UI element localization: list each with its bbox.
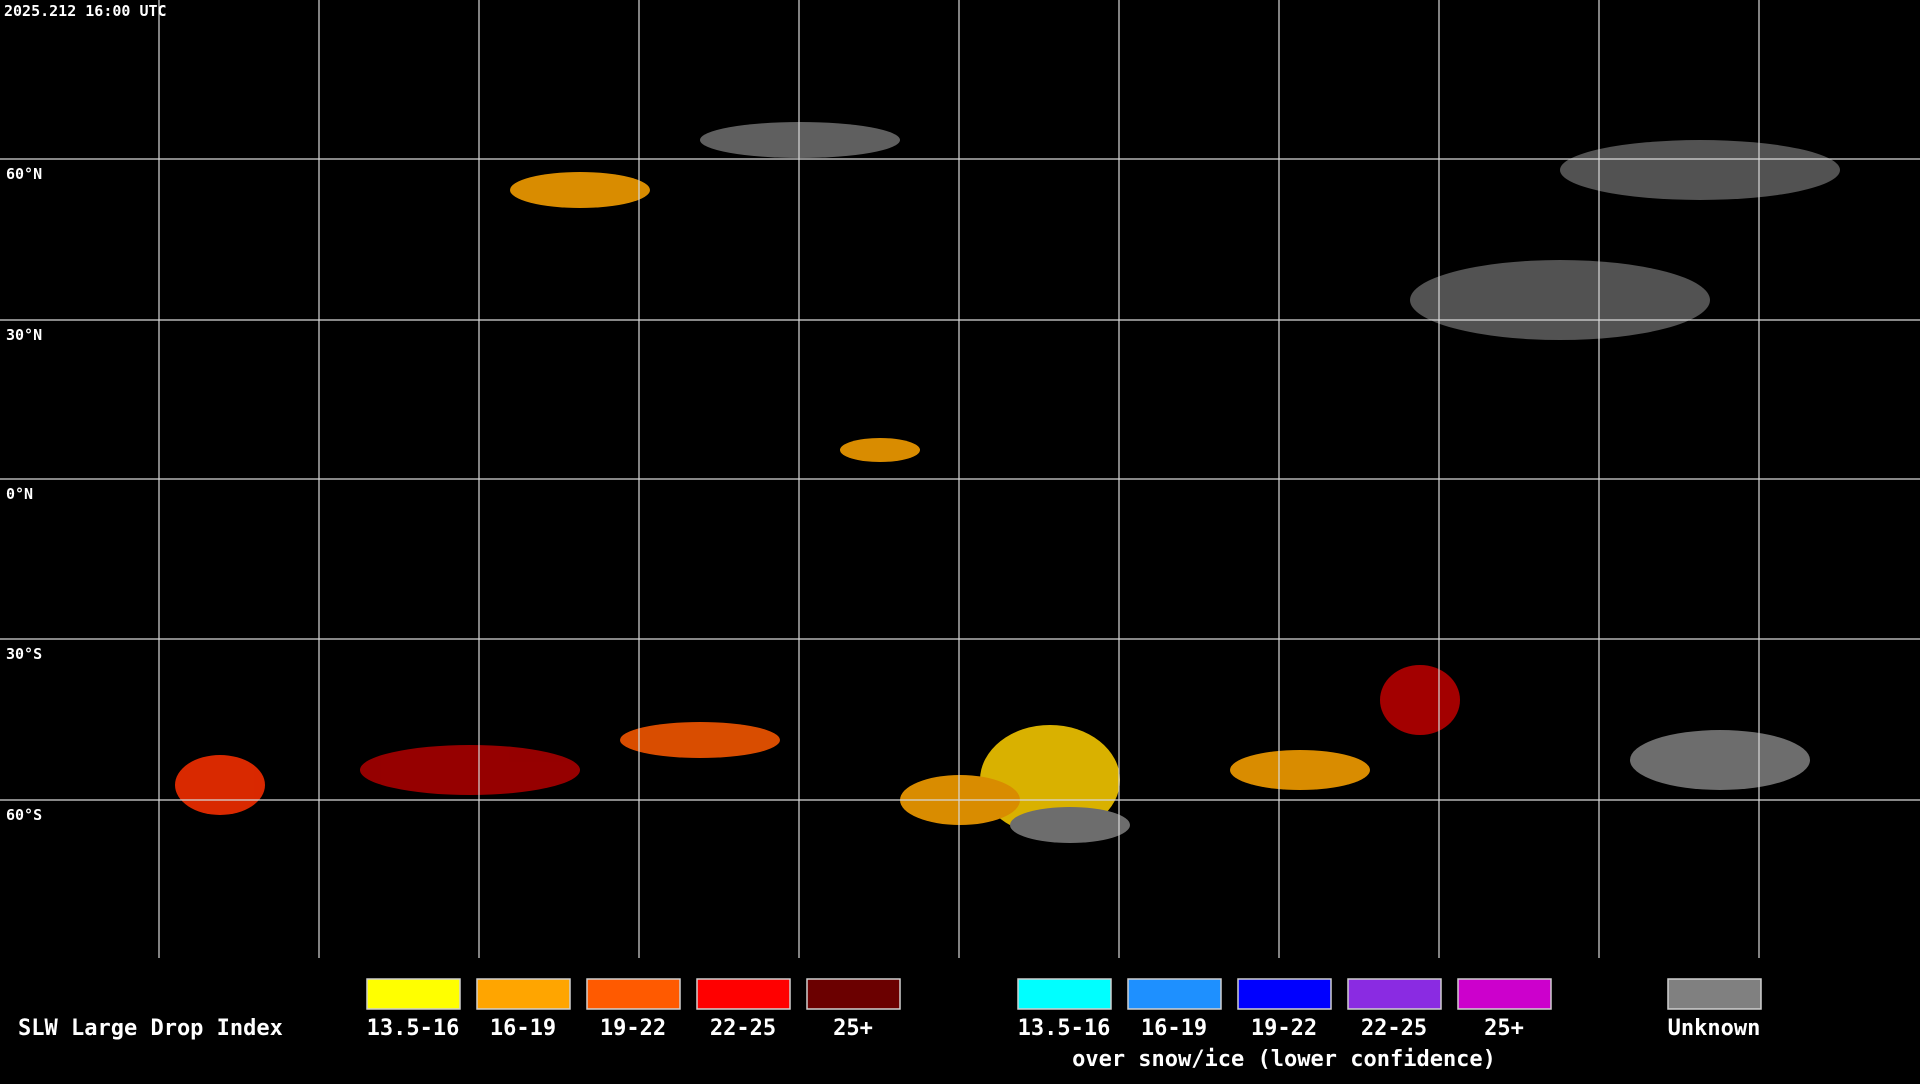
timestamp: 2025.212 16:00 UTC [4, 2, 167, 20]
legend-swatch [586, 978, 681, 1010]
legend-caption: over snow/ice (lower confidence) [1072, 1047, 1496, 1072]
legend-label: 25+ [833, 1016, 873, 1041]
latitude-label: 0°N [6, 485, 33, 503]
latitude-label: 60°N [6, 165, 42, 183]
latitude-label: 30°S [6, 645, 42, 663]
legend-label: 25+ [1484, 1016, 1524, 1041]
legend-swatch [1127, 978, 1222, 1010]
legend-swatch [1347, 978, 1442, 1010]
legend-swatch [1667, 978, 1762, 1010]
legend-swatch [696, 978, 791, 1010]
cloud-patch [840, 438, 920, 462]
legend-swatch [806, 978, 901, 1010]
cloud-patch [1380, 665, 1460, 735]
latitude-label: 60°S [6, 806, 42, 824]
graticule [0, 0, 1920, 958]
legend-label: 13.5-16 [1018, 1016, 1111, 1041]
legend-label: 19-22 [1251, 1016, 1317, 1041]
cloud-patch [1560, 140, 1840, 200]
cloud-patch [360, 745, 580, 795]
legend-label: 13.5-16 [367, 1016, 460, 1041]
legend-swatch [476, 978, 571, 1010]
latitude-labels: 60°N 30°N 0°N 30°S 60°S [6, 165, 42, 824]
cloud-patch [1010, 807, 1130, 843]
legend-title: SLW Large Drop Index [18, 1016, 283, 1041]
legend-swatch [1457, 978, 1552, 1010]
legend-swatch [1237, 978, 1332, 1010]
cloud-patch [700, 122, 900, 158]
legend-background [0, 958, 1920, 1080]
latitude-label: 30°N [6, 326, 42, 344]
legend-label: 19-22 [600, 1016, 666, 1041]
legend-swatch [1017, 978, 1112, 1010]
legend-label: 22-25 [1361, 1016, 1427, 1041]
cloud-patch [1630, 730, 1810, 790]
cloud-patch [175, 755, 265, 815]
cloud-patch [510, 172, 650, 208]
legend-label: Unknown [1668, 1016, 1761, 1041]
cloud-patch [1410, 260, 1710, 340]
legend-label: 16-19 [490, 1016, 556, 1041]
legend: 13.5-16 16-19 19-22 22-25 25+ 13.5-16 16-19 19-… [366, 978, 1762, 1072]
cloud-patch [1230, 750, 1370, 790]
legend-swatch [366, 978, 461, 1010]
legend-label: 22-25 [710, 1016, 776, 1041]
cloud-patch [620, 722, 780, 758]
legend-label: 16-19 [1141, 1016, 1207, 1041]
